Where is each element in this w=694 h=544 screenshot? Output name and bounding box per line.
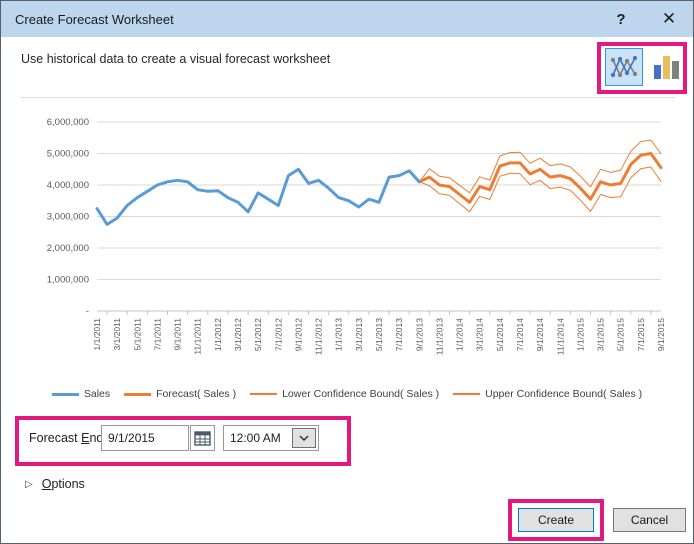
svg-text:7/1/2012: 7/1/2012 <box>273 318 283 351</box>
svg-text:5,000,000: 5,000,000 <box>47 149 89 160</box>
forecast-end-time-combo <box>223 425 319 451</box>
options-expander[interactable]: ▷ Options <box>25 477 85 491</box>
svg-text:11/1/2013: 11/1/2013 <box>434 318 444 355</box>
titlebar: Create Forecast Worksheet ? ✕ <box>1 1 693 37</box>
svg-text:9/1/2015: 9/1/2015 <box>656 318 666 351</box>
help-icon[interactable]: ? <box>616 10 626 28</box>
legend-label: Forecast( Sales ) <box>156 388 237 400</box>
cancel-button[interactable]: Cancel <box>613 508 686 532</box>
time-dropdown-button[interactable] <box>292 428 316 448</box>
legend-line-swatch <box>250 393 278 395</box>
chart-legend: Sales Forecast( Sales ) Lower Confidence B… <box>1 388 693 400</box>
separator-line <box>21 97 675 98</box>
svg-text:3,000,000: 3,000,000 <box>47 212 89 223</box>
create-button[interactable]: Create <box>518 508 594 532</box>
dialog-subtitle: Use historical data to create a visual f… <box>21 52 331 66</box>
legend-item: Upper Confidence Bound( Sales ) <box>453 388 642 400</box>
forecast-preview-chart: - 1,000,000 2,000,000 3,000,000 4,000,000 5,0… <box>47 117 666 355</box>
svg-text:3/1/2015: 3/1/2015 <box>596 318 606 351</box>
expander-triangle-icon: ▷ <box>25 478 33 490</box>
svg-text:7/1/2015: 7/1/2015 <box>636 318 646 351</box>
svg-text:7/1/2014: 7/1/2014 <box>515 318 525 351</box>
legend-item: Sales <box>51 388 111 400</box>
legend-line-swatch <box>124 392 152 396</box>
svg-text:3/1/2014: 3/1/2014 <box>475 318 485 351</box>
svg-text:9/1/2011: 9/1/2011 <box>173 318 183 351</box>
date-picker-button[interactable] <box>190 425 215 451</box>
svg-text:1/1/2011: 1/1/2011 <box>92 318 102 351</box>
svg-text:6,000,000: 6,000,000 <box>47 117 89 128</box>
svg-text:5/1/2011: 5/1/2011 <box>132 318 142 351</box>
bar-chart-type-button[interactable] <box>650 48 684 86</box>
svg-text:5/1/2014: 5/1/2014 <box>495 318 505 351</box>
svg-text:11/1/2011: 11/1/2011 <box>193 318 203 355</box>
forecast-end-label: Forecast End <box>29 431 104 445</box>
legend-item: Lower Confidence Bound( Sales ) <box>250 388 439 400</box>
svg-text:9/1/2012: 9/1/2012 <box>293 318 303 351</box>
forecast-end-date-input[interactable] <box>101 425 189 451</box>
svg-text:5/1/2012: 5/1/2012 <box>253 318 263 351</box>
svg-text:9/1/2013: 9/1/2013 <box>414 318 424 351</box>
svg-text:3/1/2013: 3/1/2013 <box>354 318 364 351</box>
calendar-icon <box>194 431 211 446</box>
svg-text:7/1/2013: 7/1/2013 <box>394 318 404 351</box>
svg-text:1/1/2013: 1/1/2013 <box>334 318 344 351</box>
legend-label: Upper Confidence Bound( Sales ) <box>485 388 643 400</box>
legend-label: Lower Confidence Bound( Sales ) <box>282 388 440 400</box>
dialog-title: Create Forecast Worksheet <box>15 11 174 27</box>
legend-line-swatch <box>51 392 79 396</box>
legend-label: Sales <box>83 388 111 400</box>
forecast-end-time-input[interactable] <box>224 426 292 450</box>
svg-text:11/1/2014: 11/1/2014 <box>555 318 565 355</box>
svg-text:3/1/2012: 3/1/2012 <box>233 318 243 351</box>
svg-text:1/1/2015: 1/1/2015 <box>575 318 585 351</box>
svg-text:5/1/2015: 5/1/2015 <box>616 318 626 351</box>
close-icon[interactable]: ✕ <box>661 9 677 28</box>
svg-text:1/1/2014: 1/1/2014 <box>455 318 465 351</box>
line-chart-icon <box>610 55 638 78</box>
bar-chart-icon <box>654 56 679 79</box>
options-label: Options <box>41 477 85 491</box>
svg-text:7/1/2011: 7/1/2011 <box>152 318 162 351</box>
chevron-down-icon <box>299 435 309 441</box>
svg-text:11/1/2012: 11/1/2012 <box>314 318 324 355</box>
svg-text:5/1/2013: 5/1/2013 <box>374 318 384 351</box>
svg-text:4,000,000: 4,000,000 <box>47 180 89 191</box>
svg-text:9/1/2014: 9/1/2014 <box>535 318 545 351</box>
svg-text:-: - <box>86 306 89 317</box>
svg-text:1,000,000: 1,000,000 <box>47 275 89 286</box>
chart-type-picker <box>605 48 684 86</box>
legend-line-swatch <box>453 393 481 395</box>
svg-text:1/1/2012: 1/1/2012 <box>213 318 223 351</box>
svg-text:2,000,000: 2,000,000 <box>47 243 89 254</box>
svg-text:3/1/2011: 3/1/2011 <box>112 318 122 351</box>
line-chart-type-button[interactable] <box>605 48 643 86</box>
legend-item: Forecast( Sales ) <box>124 388 236 400</box>
